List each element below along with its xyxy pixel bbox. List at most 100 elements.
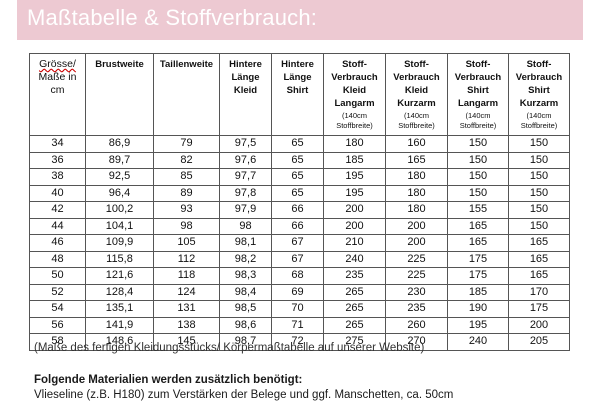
header-line: Stoff- xyxy=(465,59,491,70)
header-kleid-kurzarm: Stoff- Verbrauch Kleid Kurzarm (140cm Sto… xyxy=(385,53,448,136)
header-note: (140cm Stoffbreite) xyxy=(336,111,373,130)
header-line: Maße in xyxy=(38,71,77,83)
table-cell: 205 xyxy=(508,333,570,351)
table-cell: 98,6 xyxy=(219,316,272,334)
header-line: Langarm xyxy=(334,98,375,109)
table-cell: 58 xyxy=(29,333,86,351)
table-cell: 240 xyxy=(447,333,509,351)
table-cell: 40 xyxy=(29,184,86,202)
table-cell: 46 xyxy=(29,234,86,252)
table-cell: 180 xyxy=(385,168,448,186)
table-cell: 72 xyxy=(271,333,324,351)
table-cell: 150 xyxy=(447,135,509,153)
header-line: Grösse/ xyxy=(39,58,76,70)
table-cell: 54 xyxy=(29,300,86,318)
table-cell: 175 xyxy=(508,300,570,318)
table-cell: 145 xyxy=(153,333,220,351)
table-cell: 165 xyxy=(385,151,448,169)
table-cell: 66 xyxy=(271,217,324,235)
table-row: 46 109,9 105 98,1 67 210 200 165 165 xyxy=(29,234,570,252)
table-cell: 155 xyxy=(447,201,509,219)
table-cell: 93 xyxy=(153,201,220,219)
table-cell: 86,9 xyxy=(85,135,154,153)
table-cell: 150 xyxy=(508,135,570,153)
table-cell: 98,7 xyxy=(219,333,272,351)
table-cell: 85 xyxy=(153,168,220,186)
table-cell: 65 xyxy=(271,135,324,153)
table-header-row: Grösse/ Maße in cm Brustweite Taillenwei… xyxy=(29,53,570,136)
header-note: (140cm Stoffbreite) xyxy=(398,111,435,130)
table-cell: 185 xyxy=(447,283,509,301)
table-cell: 135,1 xyxy=(85,300,154,318)
table-cell: 175 xyxy=(447,267,509,285)
table-cell: 118 xyxy=(153,267,220,285)
table-cell: 260 xyxy=(385,316,448,334)
header-laenge-shirt: Hintere Länge Shirt xyxy=(271,53,324,136)
table-cell: 195 xyxy=(323,168,386,186)
table-cell: 34 xyxy=(29,135,86,153)
header-taillenweite: Taillenweite xyxy=(153,53,220,136)
table-cell: 112 xyxy=(153,250,220,268)
materials-line: Vlieseline (z.B. H180) zum Verstärken de… xyxy=(34,389,454,401)
table-cell: 165 xyxy=(508,267,570,285)
table-cell: 195 xyxy=(323,184,386,202)
table-row: 56 141,9 138 98,6 71 265 260 195 200 xyxy=(29,316,570,334)
table-cell: 42 xyxy=(29,201,86,219)
table-cell: 210 xyxy=(323,234,386,252)
table-cell: 128,4 xyxy=(85,283,154,301)
table-row: 48 115,8 112 98,2 67 240 225 175 165 xyxy=(29,250,570,268)
table-cell: 105 xyxy=(153,234,220,252)
table-cell: 82 xyxy=(153,151,220,169)
header-groesse: Grösse/ Maße in cm xyxy=(29,53,86,136)
table-cell: 68 xyxy=(271,267,324,285)
header-line: Länge xyxy=(231,72,260,83)
header-line: Hintere xyxy=(229,59,262,70)
header-note: (140cm Stoffbreite) xyxy=(459,111,497,130)
table-cell: 98,5 xyxy=(219,300,272,318)
table-cell: 200 xyxy=(385,234,448,252)
table-cell: 200 xyxy=(323,217,386,235)
table-cell: 150 xyxy=(508,184,570,202)
table-cell: 265 xyxy=(323,316,386,334)
header-line: Länge xyxy=(283,72,312,83)
table-cell: 89 xyxy=(153,184,220,202)
header-line: Verbrauch xyxy=(393,72,440,83)
table-cell: 109,9 xyxy=(85,234,154,252)
table-cell: 98,4 xyxy=(219,283,272,301)
page-title: Maßtabelle & Stoffverbrauch: xyxy=(27,5,318,30)
table-cell: 170 xyxy=(508,283,570,301)
header-line: Shirt xyxy=(467,85,489,96)
table-cell: 52 xyxy=(29,283,86,301)
size-table: Grösse/ Maße in cm Brustweite Taillenwei… xyxy=(29,53,570,351)
table-cell: 225 xyxy=(385,250,448,268)
table-cell: 225 xyxy=(385,267,448,285)
title-banner: Maßtabelle & Stoffverbrauch: xyxy=(17,0,583,40)
table-cell: 165 xyxy=(447,234,509,252)
table-cell: 50 xyxy=(29,267,86,285)
header-laenge-kleid: Hintere Länge Kleid xyxy=(219,53,272,136)
header-line: Stoff- xyxy=(342,59,367,70)
table-cell: 65 xyxy=(271,184,324,202)
table-cell: 38 xyxy=(29,168,86,186)
table-cell: 92,5 xyxy=(85,168,154,186)
table-cell: 150 xyxy=(508,151,570,169)
header-line: Kleid xyxy=(233,85,258,96)
table-cell: 141,9 xyxy=(85,316,154,334)
header-line: Hintere xyxy=(281,59,314,70)
table-row: 34 86,9 79 97,5 65 180 160 150 150 xyxy=(29,135,570,153)
table-cell: 98 xyxy=(219,217,272,235)
table-cell: 235 xyxy=(323,267,386,285)
table-row: 40 96,4 89 97,8 65 195 180 150 150 xyxy=(29,184,570,202)
header-note: (140cm Stoffbreite) xyxy=(520,111,558,130)
table-cell: 97,8 xyxy=(219,184,272,202)
header-shirt-kurzarm: Stoff- Verbrauch Shirt Kurzarm (140cm Sto… xyxy=(508,53,570,136)
table-cell: 175 xyxy=(447,250,509,268)
table-cell: 65 xyxy=(271,168,324,186)
table-cell: 96,4 xyxy=(85,184,154,202)
table-row: 38 92,5 85 97,7 65 195 180 150 150 xyxy=(29,168,570,186)
header-shirt-langarm: Stoff- Verbrauch Shirt Langarm (140cm Sto… xyxy=(447,53,509,136)
table-cell: 265 xyxy=(323,283,386,301)
table-cell: 275 xyxy=(323,333,386,351)
table-cell: 150 xyxy=(447,184,509,202)
table-cell: 66 xyxy=(271,201,324,219)
